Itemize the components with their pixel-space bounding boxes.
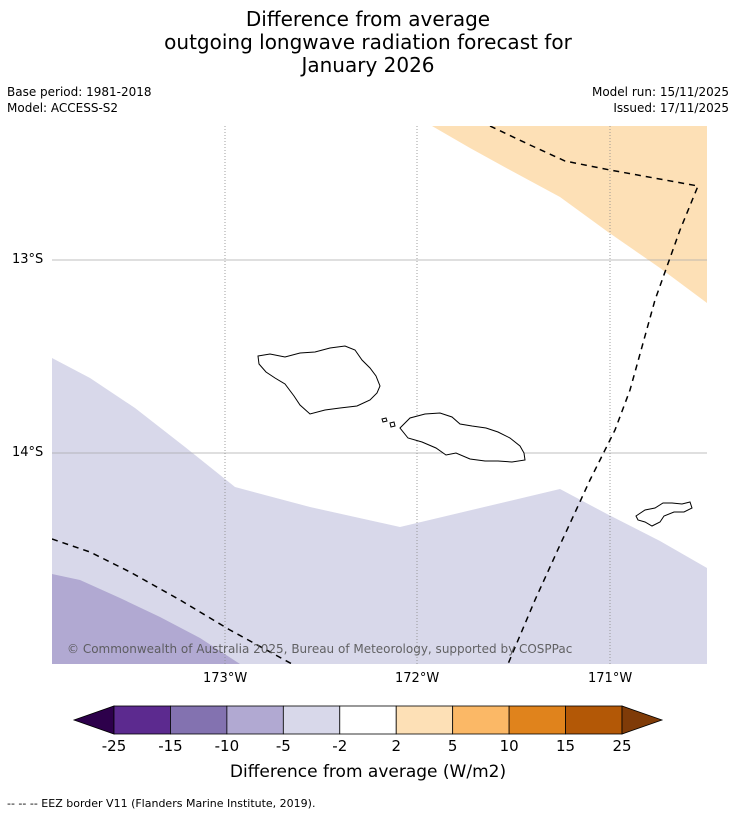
tutuila-island [635, 501, 693, 527]
colorbar-tick-label: 5 [447, 737, 458, 755]
colorbar-segment [395, 705, 454, 735]
eez-border-east [489, 126, 700, 664]
colorbar-segment [339, 705, 397, 735]
title-line-3: January 2026 [301, 53, 435, 77]
meta-right: Model run: 15/11/2025 Issued: 17/11/2025 [592, 84, 729, 116]
colorbar-segment [226, 705, 284, 735]
colorbar-tick-label: 10 [499, 737, 519, 755]
lat-label-13s: 13°S [12, 252, 44, 267]
savaii-island [257, 345, 381, 415]
colorbar-arrow-low [72, 705, 115, 735]
colorbar-segment [565, 705, 623, 735]
eez-border-southwest [52, 538, 293, 664]
footer-note: -- -- -- EEZ border V11 (Flanders Marine… [7, 797, 316, 810]
colorbar [72, 705, 664, 735]
colorbar-segment [170, 705, 228, 735]
meta-left: Base period: 1981-2018 Model: ACCESS-S2 [7, 84, 152, 116]
colorbar-segment [508, 705, 566, 735]
islet-2 [389, 421, 396, 428]
model-run: Model run: 15/11/2025 [591, 85, 729, 99]
islet-1 [381, 417, 388, 423]
model-name: Model: ACCESS-S2 [7, 101, 119, 115]
colorbar-tick-label: 25 [612, 737, 632, 755]
colorbar-arrow-high [621, 705, 664, 735]
colorbar-tick-label: 2 [391, 737, 401, 755]
colorbar-tick-label: -2 [332, 737, 348, 755]
map-area [52, 126, 707, 664]
colorbar-tick-label: 15 [556, 737, 576, 755]
colorbar-label: Difference from average (W/m2) [229, 762, 507, 782]
positive-anomaly-region [432, 126, 707, 303]
colorbar-tick-label: -25 [101, 737, 127, 755]
colorbar-tick-label: -15 [158, 737, 183, 755]
upolu-island [399, 412, 526, 463]
lon-label-173w: 173°W [203, 671, 248, 686]
colorbar-segment [113, 705, 171, 735]
colorbar-segment [452, 705, 510, 735]
colorbar-segment [282, 705, 341, 735]
title-line-1: Difference from average [245, 7, 491, 31]
title-line-2: outgoing longwave radiation forecast for [164, 30, 572, 54]
negative-anomaly-region-light [52, 358, 707, 664]
lon-label-171w: 171°W [588, 671, 633, 686]
lat-label-14s: 14°S [12, 445, 44, 460]
lon-label-172w: 172°W [395, 671, 440, 686]
chart-title: Difference from average outgoing longwav… [0, 8, 736, 77]
copyright-notice: © Commonwealth of Australia 2025, Bureau… [67, 642, 573, 656]
negative-anomaly-region-medium [52, 574, 240, 664]
base-period: Base period: 1981-2018 [7, 85, 152, 99]
issued-date: Issued: 17/11/2025 [613, 101, 729, 115]
colorbar-tick-label: -10 [214, 737, 240, 755]
colorbar-tick-label: -5 [275, 737, 291, 755]
